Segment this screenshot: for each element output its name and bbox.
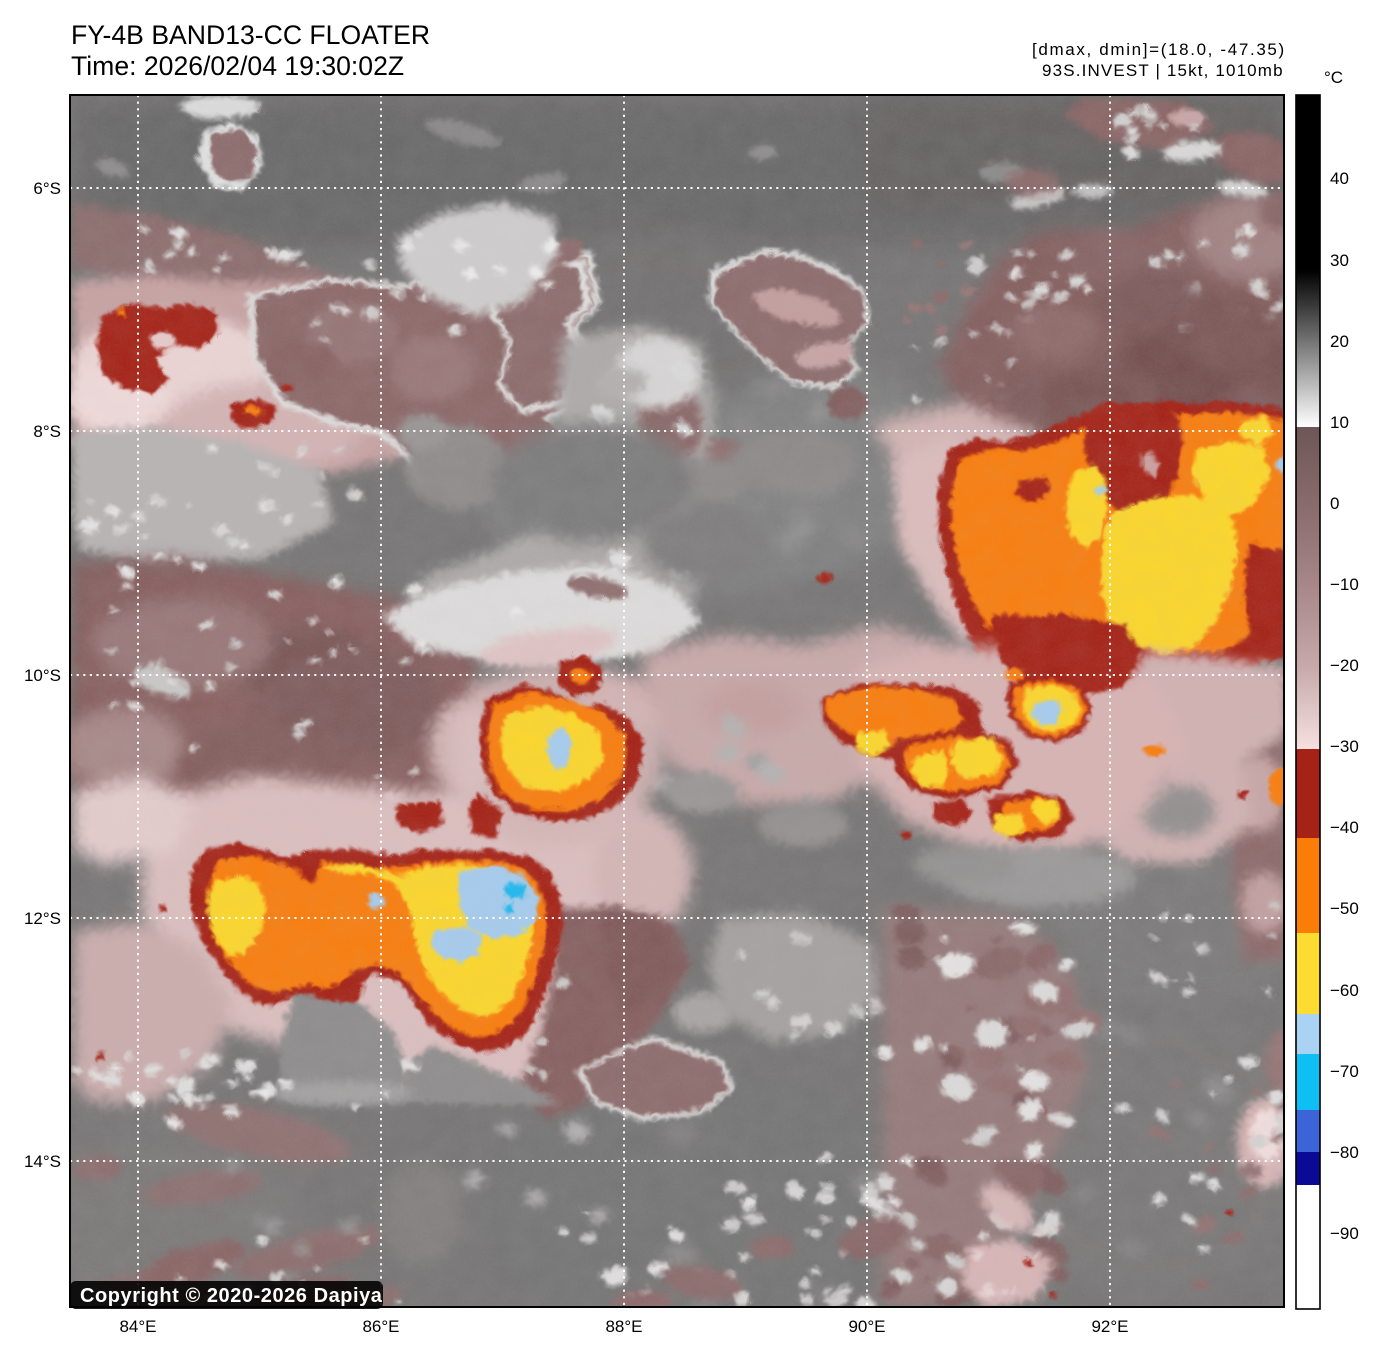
svg-text:−60: −60 xyxy=(1330,981,1359,1000)
svg-text:FY-4B BAND13-CC FLOATER: FY-4B BAND13-CC FLOATER xyxy=(71,20,430,50)
svg-text:−20: −20 xyxy=(1330,656,1359,675)
svg-text:−40: −40 xyxy=(1330,818,1359,837)
svg-text:86°E: 86°E xyxy=(362,1317,399,1336)
svg-text:Copyright © 2020-2026 Dapiya: Copyright © 2020-2026 Dapiya xyxy=(80,1285,383,1307)
svg-text:90°E: 90°E xyxy=(848,1317,885,1336)
svg-text:10°S: 10°S xyxy=(24,666,61,685)
svg-text:Time: 2026/02/04 19:30:02Z: Time: 2026/02/04 19:30:02Z xyxy=(71,51,404,81)
svg-text:−80: −80 xyxy=(1330,1143,1359,1162)
svg-text:84°E: 84°E xyxy=(119,1317,156,1336)
svg-text:−70: −70 xyxy=(1330,1062,1359,1081)
svg-text:20: 20 xyxy=(1330,332,1349,351)
svg-text:93S.INVEST | 15kt, 1010mb: 93S.INVEST | 15kt, 1010mb xyxy=(1042,61,1284,80)
svg-text:14°S: 14°S xyxy=(24,1152,61,1171)
svg-text:10: 10 xyxy=(1330,413,1349,432)
svg-text:[dmax, dmin]=(18.0, -47.35): [dmax, dmin]=(18.0, -47.35) xyxy=(1032,40,1286,59)
svg-text:92°E: 92°E xyxy=(1091,1317,1128,1336)
svg-text:°C: °C xyxy=(1324,68,1343,87)
svg-text:30: 30 xyxy=(1330,251,1349,270)
svg-text:40: 40 xyxy=(1330,169,1349,188)
svg-text:−50: −50 xyxy=(1330,899,1359,918)
svg-text:88°E: 88°E xyxy=(605,1317,642,1336)
svg-text:6°S: 6°S xyxy=(33,179,61,198)
svg-text:0: 0 xyxy=(1330,494,1339,513)
svg-text:8°S: 8°S xyxy=(33,422,61,441)
svg-text:−30: −30 xyxy=(1330,737,1359,756)
svg-text:−10: −10 xyxy=(1330,575,1359,594)
svg-text:−90: −90 xyxy=(1330,1224,1359,1243)
svg-text:12°S: 12°S xyxy=(24,909,61,928)
